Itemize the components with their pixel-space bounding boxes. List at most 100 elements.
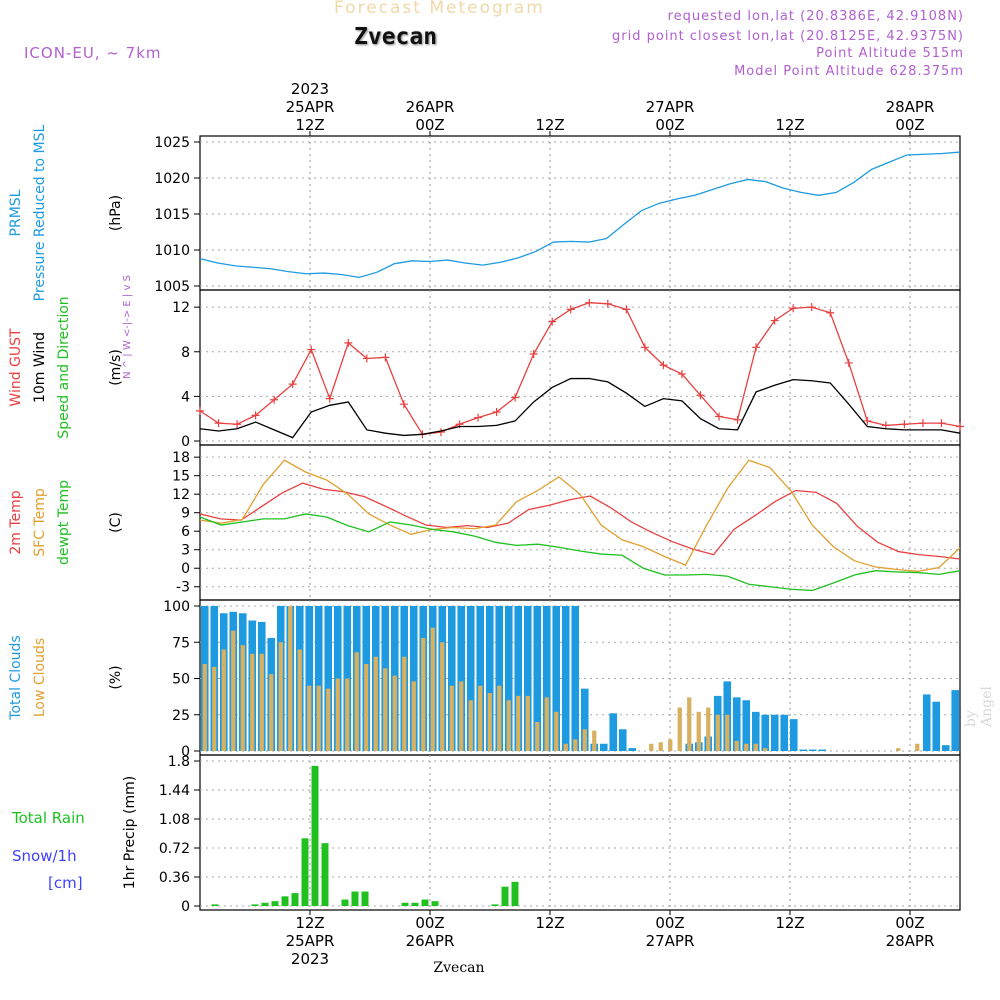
bar-low-clouds (763, 748, 768, 751)
gust-marker (196, 406, 204, 415)
bar-total-clouds (628, 748, 637, 751)
footer-station: Zvecan (433, 960, 484, 976)
y-tick-label: 0 (181, 744, 190, 760)
top-time-label: 28APR (886, 98, 935, 116)
panel-label: dewpt Temp (56, 480, 72, 565)
panel-label: SFC Temp (32, 488, 48, 557)
y-tick-label: 8 (181, 345, 190, 361)
bar-total-clouds (314, 606, 323, 751)
bar-low-clouds (259, 653, 264, 751)
bar-total-rain (321, 843, 329, 906)
bar-total-clouds (552, 606, 561, 751)
y-tick-label: 1.08 (159, 812, 190, 828)
y-tick-label: 0 (181, 434, 190, 450)
gust-marker (807, 303, 816, 312)
gust-marker (344, 338, 353, 347)
y-tick-label: 1010 (154, 243, 190, 259)
bar-total-clouds (808, 749, 817, 751)
bottom-time-label: 12Z (295, 914, 324, 932)
panel-label: Speed and Direction (56, 296, 72, 438)
series-line-dewpt-temp (199, 513, 961, 592)
gust-marker (214, 419, 223, 428)
bar-total-clouds (485, 606, 494, 751)
top-time-label: 00Z (415, 116, 444, 134)
y-axis-label: (m/s) (108, 349, 124, 386)
bar-total-clouds (599, 743, 608, 751)
bar-total-rain (401, 902, 409, 906)
top-time-label: 12Z (535, 116, 564, 134)
bar-total-clouds (761, 714, 770, 751)
series-line-2m-temp (199, 482, 961, 560)
gust-marker (770, 316, 779, 325)
panel-label: 10m Wind (32, 332, 48, 403)
y-tick-label: 0 (181, 899, 190, 915)
bar-low-clouds (354, 652, 359, 751)
bar-total-clouds (780, 714, 789, 751)
bar-low-clouds (687, 697, 692, 751)
gust-marker (918, 419, 927, 428)
y-tick-label: 25 (172, 708, 190, 724)
bar-total-rain (301, 838, 309, 906)
bar-total-clouds (799, 749, 808, 751)
gust-marker (900, 420, 909, 429)
bar-low-clouds (459, 681, 464, 751)
bar-low-clouds (411, 681, 416, 751)
panel-label: PRMSL (8, 189, 24, 236)
bar-low-clouds (715, 714, 720, 751)
panel-frame (199, 599, 961, 756)
series-line-sfc-temp (199, 459, 961, 572)
y-tick-label: 4 (181, 389, 190, 405)
gust-marker (640, 343, 649, 352)
bar-low-clouds (497, 685, 502, 751)
panel-label: 2m Temp (8, 490, 24, 554)
bar-low-clouds (231, 630, 236, 751)
gust-marker (270, 395, 279, 404)
gust-marker (677, 370, 686, 379)
bar-total-rain (211, 904, 219, 906)
bar-low-clouds (554, 711, 559, 751)
y-tick-label: -3 (176, 580, 190, 596)
gust-marker (511, 393, 520, 402)
gust-marker (696, 391, 705, 400)
panel-frame (199, 754, 961, 911)
bar-total-rain (351, 891, 359, 906)
y-axis-label: 1hr Precip (mm) (122, 776, 138, 889)
y-tick-label: 75 (172, 635, 190, 651)
gust-marker (826, 308, 835, 317)
bar-total-clouds (789, 719, 798, 751)
station-name: Zvecan (354, 24, 438, 50)
bar-low-clouds (212, 666, 217, 751)
y-tick-label: 1.8 (168, 754, 190, 770)
y-axis-label: (hPa) (108, 195, 124, 231)
bar-total-rain (431, 901, 439, 906)
bar-low-clouds (696, 711, 701, 751)
y-tick-label: 9 (181, 506, 190, 522)
y-tick-label: 12 (172, 487, 190, 503)
y-tick-label: 0.36 (159, 870, 190, 886)
gust-marker (399, 400, 408, 409)
panel-label: Low Clouds (32, 638, 48, 717)
bar-low-clouds (221, 649, 226, 751)
y-tick-label: 1025 (154, 135, 190, 151)
top-time-label: 00Z (655, 116, 684, 134)
bar-total-rain (281, 896, 289, 906)
compass-legend: N ^ | W <-|-> E | v S (122, 275, 133, 379)
gust-marker (325, 394, 334, 403)
gust-marker (585, 298, 594, 307)
panel-0: 1005 1010 1015 1020 1025 (hPa) PRMSL Pressure R… (8, 124, 961, 301)
y-tick-label: 18 (172, 450, 190, 466)
gust-marker (233, 420, 242, 429)
y-tick-label: 15 (172, 469, 190, 485)
bar-low-clouds (468, 700, 473, 751)
top-time-label: 12Z (295, 116, 324, 134)
bar-low-clouds (383, 668, 388, 751)
bottom-time-label: 26APR (406, 932, 455, 950)
bar-low-clouds (250, 653, 255, 751)
bar-low-clouds (658, 742, 663, 751)
bar-total-clouds (533, 606, 542, 751)
bottom-time-label: 25APR (286, 932, 335, 950)
bar-total-rain (271, 901, 279, 906)
bar-total-clouds (447, 606, 456, 751)
bar-low-clouds (668, 739, 673, 751)
bar-low-clouds (202, 664, 207, 751)
